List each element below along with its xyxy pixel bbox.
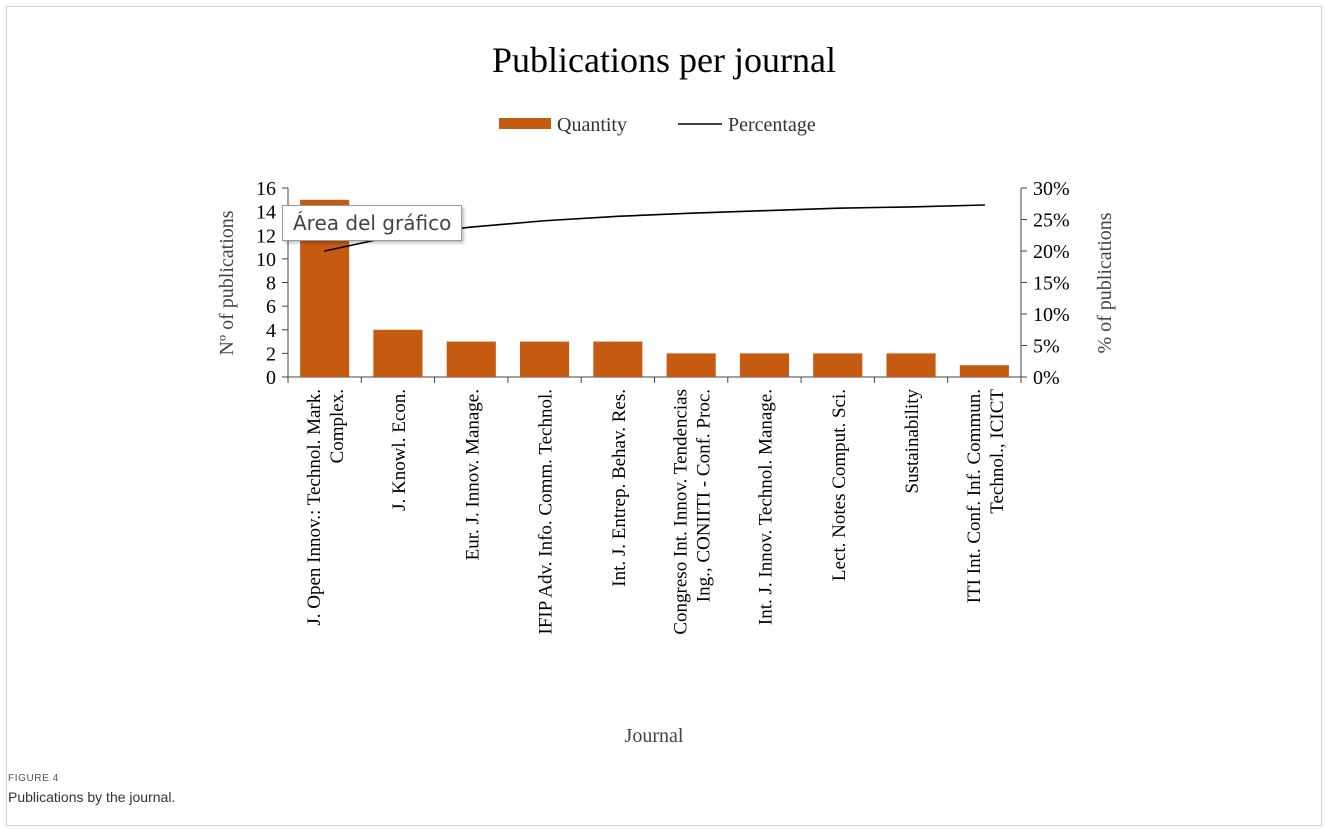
chart-title: Publications per journal bbox=[492, 40, 836, 80]
bar bbox=[959, 365, 1009, 377]
figure-caption: Publications by the journal. bbox=[8, 789, 176, 805]
percentage-point bbox=[763, 209, 766, 212]
percentage-point bbox=[617, 215, 619, 218]
y-axis-label-right: % of publications bbox=[1094, 212, 1116, 353]
percentage-point bbox=[836, 207, 839, 209]
legend-label-percentage: Percentage bbox=[728, 114, 816, 136]
x-tick-label: Technol., ICICT bbox=[987, 389, 1008, 514]
bar bbox=[739, 353, 790, 377]
figure-frame bbox=[6, 6, 1322, 826]
x-tick-label: Sustainability bbox=[902, 389, 923, 494]
percentage-point bbox=[543, 219, 546, 222]
x-tick-label: J. Open Innov.: Technol. Mark. bbox=[304, 389, 325, 626]
x-tick-label: Int. J. Innov. Technol. Manage. bbox=[755, 389, 776, 625]
y-tick-label-left: 12 bbox=[256, 225, 276, 247]
y-tick-label-left: 8 bbox=[266, 273, 276, 295]
y-tick-label-left: 10 bbox=[256, 249, 276, 271]
x-tick-label: Int. J. Entrep. Behav. Res. bbox=[609, 389, 630, 587]
y-tick-label-right: 5% bbox=[1033, 336, 1060, 358]
x-tick-label: Ing., CONIITI - Conf. Proc. bbox=[694, 389, 715, 602]
y-tick-label-left: 16 bbox=[256, 178, 276, 200]
x-tick-label: Complex. bbox=[327, 389, 348, 463]
y-tick-label-left: 4 bbox=[266, 320, 276, 342]
y-tick-label-right: 15% bbox=[1033, 273, 1070, 295]
bar bbox=[446, 341, 496, 377]
bar bbox=[886, 353, 936, 377]
x-axis-label: Journal bbox=[625, 725, 684, 747]
percentage-point bbox=[690, 212, 692, 214]
y-tick-label-right: 10% bbox=[1033, 304, 1070, 326]
x-tick-label: J. Knowl. Econ. bbox=[389, 389, 410, 511]
y-axis-label-left: Nº of publications bbox=[216, 210, 238, 355]
bar bbox=[373, 329, 423, 377]
y-tick-label-right: 30% bbox=[1033, 178, 1070, 200]
x-tick-label: Eur. J. Innov. Manage. bbox=[462, 389, 483, 560]
y-tick-label-right: 20% bbox=[1033, 241, 1070, 263]
percentage-point bbox=[910, 206, 912, 208]
x-tick-label: IFIP Adv. Info. Comm. Technol. bbox=[536, 389, 557, 635]
legend-label-quantity: Quantity bbox=[557, 114, 627, 136]
bar bbox=[519, 341, 570, 377]
legend-swatch-quantity bbox=[499, 118, 551, 129]
x-tick-label: Lect. Notes Comput. Sci. bbox=[829, 389, 850, 581]
y-tick-label-left: 6 bbox=[266, 296, 276, 318]
bar bbox=[813, 353, 863, 377]
y-tick-label-left: 14 bbox=[256, 202, 276, 224]
percentage-point bbox=[470, 226, 473, 228]
percentage-point bbox=[323, 250, 326, 252]
figure-label: FIGURE 4 bbox=[8, 773, 59, 784]
y-tick-label-left: 2 bbox=[266, 343, 276, 365]
x-tick-label: ITI Int. Conf. Inf. Commun. bbox=[964, 389, 985, 603]
chart-tooltip: Área del gráfico bbox=[282, 205, 463, 241]
x-tick-label: Congreso Int. Innov. Tendencias bbox=[671, 389, 692, 635]
bar bbox=[666, 353, 716, 377]
y-tick-label-right: 25% bbox=[1033, 210, 1070, 232]
percentage-point bbox=[983, 204, 986, 206]
y-tick-label-right: 0% bbox=[1033, 367, 1060, 389]
chart-area[interactable]: Publications per journal Quantity Percent… bbox=[0, 0, 1328, 760]
bar bbox=[593, 341, 643, 377]
y-tick-label-left: 0 bbox=[266, 367, 276, 389]
